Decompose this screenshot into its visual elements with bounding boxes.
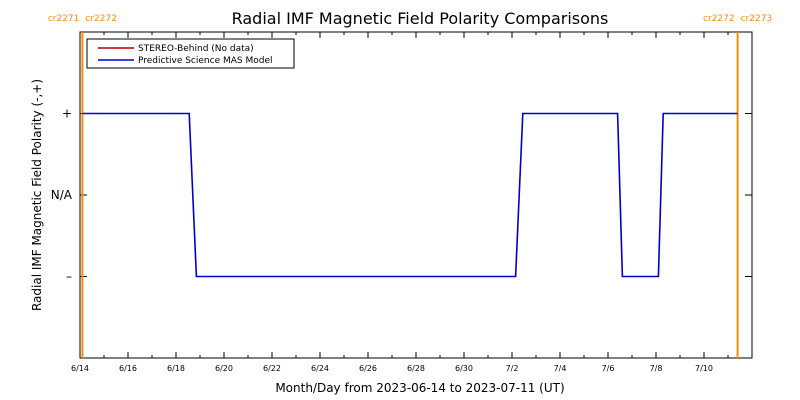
legend-label-model: Predictive Science MAS Model (138, 56, 273, 66)
carrington-label-after: cr2272 (85, 14, 117, 24)
y-axis-ticks: + N/A – (51, 107, 752, 284)
x-axis-ticks: 6/14 6/16 6/18 6/20 6/22 6/24 6/26 6/28 6/30 7/2 7… (71, 32, 753, 373)
y-axis-title: Radial IMF Magnetic Field Polarity (-,+) (30, 79, 44, 311)
x-tick-label: 6/22 (263, 364, 281, 373)
x-tick-label: 6/16 (119, 364, 137, 373)
x-tick-label: 6/26 (359, 364, 377, 373)
x-tick-label: 6/14 (71, 364, 89, 373)
carrington-label-after: cr2273 (741, 14, 773, 24)
x-axis-title: Month/Day from 2023-06-14 to 2023-07-11 … (275, 381, 564, 395)
x-tick-label: 6/18 (167, 364, 185, 373)
legend: STEREO-Behind (No data) Predictive Scien… (86, 38, 295, 69)
x-tick-label: 7/4 (554, 364, 567, 373)
chart-title: Radial IMF Magnetic Field Polarity Compa… (232, 9, 609, 28)
x-tick-label: 7/2 (506, 364, 519, 373)
carrington-rotation-labels: cr2271 cr2272 cr2272 cr2273 (48, 14, 772, 24)
x-tick-label: 6/30 (455, 364, 473, 373)
y-tick-label: – (66, 270, 72, 284)
x-tick-label: 7/6 (602, 364, 615, 373)
y-tick-label: N/A (51, 188, 73, 202)
legend-box (86, 38, 295, 69)
x-tick-label: 7/8 (650, 364, 663, 373)
carrington-label-before: cr2271 (48, 14, 80, 24)
series-line-1 (82, 112, 738, 278)
legend-label-stereo: STEREO-Behind (No data) (138, 44, 254, 54)
carrington-markers (81, 32, 739, 358)
x-tick-label: 6/28 (407, 364, 425, 373)
plot-frame (79, 31, 753, 359)
series-lines (82, 112, 738, 278)
x-tick-label: 7/10 (695, 364, 713, 373)
carrington-label-before: cr2272 (703, 14, 735, 24)
x-tick-label: 6/20 (215, 364, 233, 373)
y-tick-label: + (62, 107, 72, 121)
x-tick-label: 6/24 (311, 364, 329, 373)
